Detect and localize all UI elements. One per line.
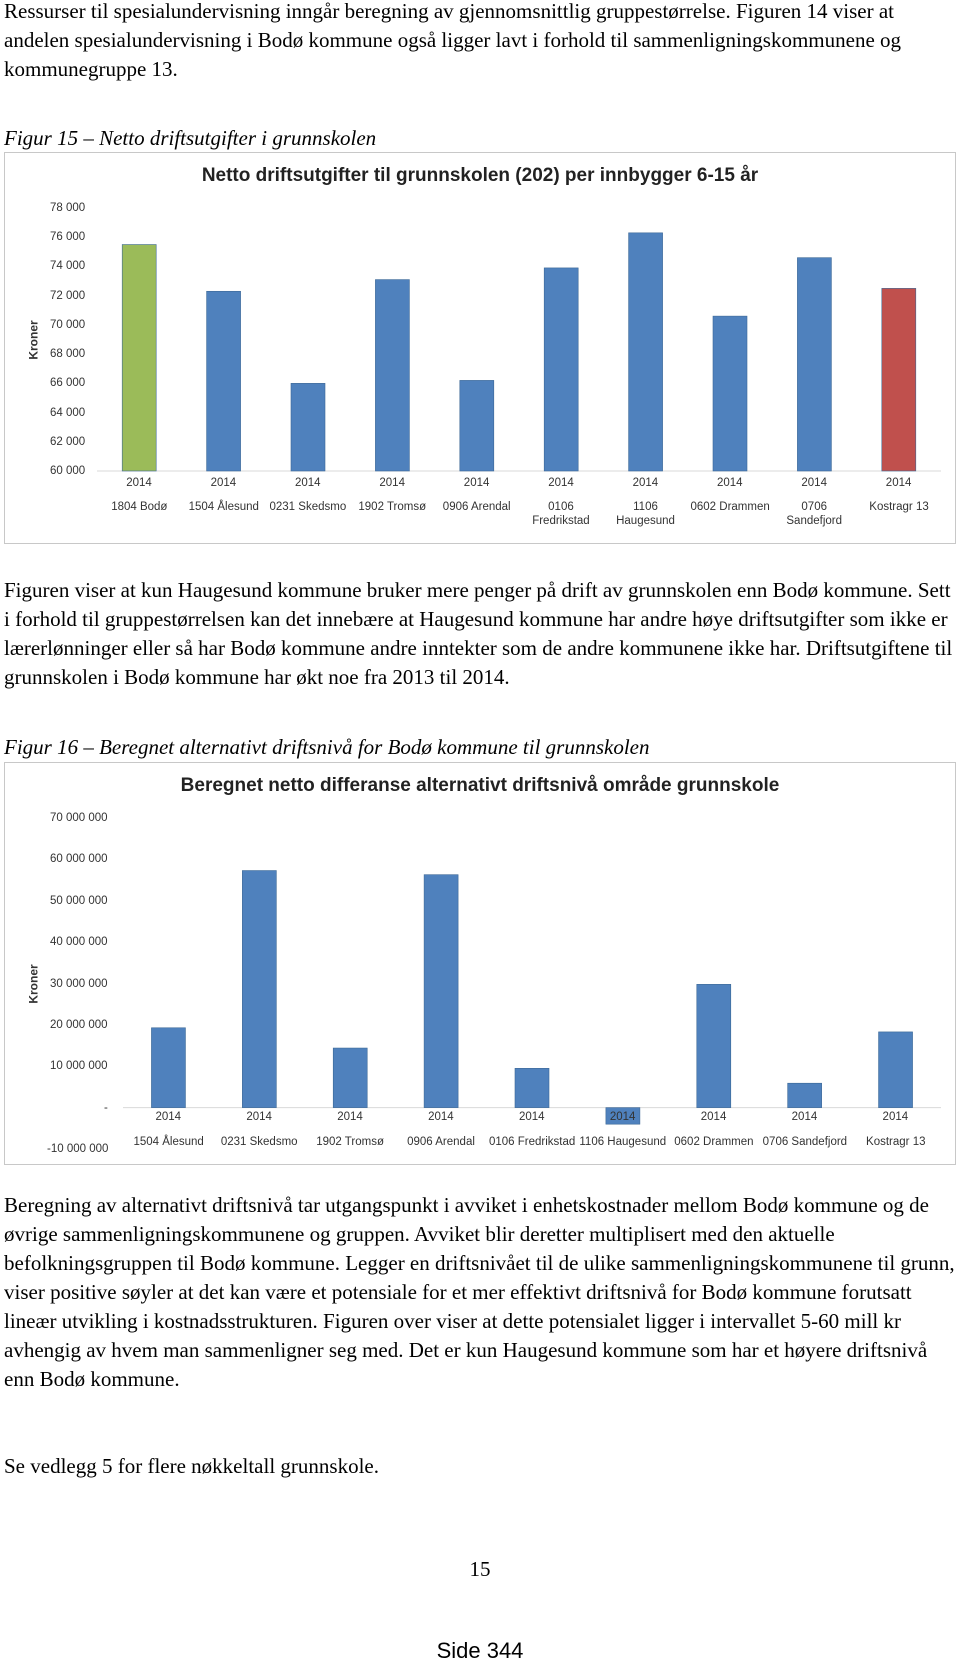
x-tick-label: 1106 Haugesund [616,501,675,527]
y-tick-label: 74 000 [50,260,86,273]
y-tick-label: 66 000 [50,377,86,390]
paragraph: Se vedlegg 5 for flere nøkkeltall grunns… [4,1454,379,1478]
x-tick-label: 2014 [379,477,405,489]
y-tick-label: 70 000 [50,318,86,331]
x-tick-label: 1106 Haugesund [579,1136,667,1148]
x-tick-label: 0602 Drammen [674,1136,754,1148]
bar [423,874,459,1108]
y-tick-label: 60 000 [50,465,86,477]
y-tick-label: 72 000 [50,289,86,302]
paragraph: Ressurser til spesialundervisning inngår… [4,0,902,81]
footer: Side 344 [436,1638,524,1663]
figure-caption: Figur 16 – Beregnet alternativt driftsni… [4,735,650,759]
x-tick-label: 2014 [632,477,659,489]
chart-title: Beregnet netto differanse alternativt dr… [180,775,780,796]
y-axis-label: Kroner [26,963,41,1004]
bar [242,870,277,1108]
x-tick-label: 2014 [700,1111,727,1123]
x-tick-label: 1902 Tromsø [358,501,427,513]
y-tick-label: 60 000 000 [50,853,108,866]
bar [375,279,410,472]
y-tick-label: 68 000 [50,348,86,361]
x-tick-label: 2014 [155,1111,182,1123]
x-tick-label: 0602 Drammen [690,501,770,513]
bar [881,288,917,472]
y-tick-label: -10 000 000 [47,1143,109,1155]
y-tick-label: 64 000 [50,406,86,419]
bar [290,383,326,472]
x-tick-label: 0106 Fredrikstad [489,1136,576,1148]
y-tick-label: 30 000 000 [50,977,108,990]
chart-title: Netto driftsutgifter til grunnskolen (20… [201,165,759,186]
plot [97,232,941,472]
paragraph: Figuren viser at kun Haugesund kommune b… [4,578,953,689]
y-tick-label: 62 000 [50,435,86,448]
bar [797,257,832,472]
x-tick-label: 2014 [882,1111,909,1123]
bar [878,1031,913,1108]
x-tick-label: 1504 Ålesund [188,501,259,513]
bar [121,244,157,472]
x-tick-label: 1804 Bodø [111,501,168,513]
x-tick-label: 2014 [463,477,490,489]
figure-caption: Figur 15 – Netto driftsutgifter i grunns… [4,126,377,150]
x-tick-label: 1504 Ålesund [133,1136,204,1148]
bar [151,1027,186,1108]
x-tick-label: 2014 [791,1111,818,1123]
y-tick-label: 70 000 000 [50,812,108,824]
y-tick-label: 78 000 [50,202,86,214]
x-tick-label: Kostragr 13 [869,501,929,513]
x-tick-label: 0706 Sandefjord [762,1136,848,1148]
x-tick-label: 2014 [126,477,152,489]
x-tick-label: 0706 Sandefjord [786,501,843,527]
x-tick-label: 2014 [548,477,574,489]
y-tick-label: 76 000 [50,231,86,244]
y-axis-label: Kroner [26,319,41,360]
bar [206,290,241,472]
x-tick-label: 0906 Arendal [407,1136,475,1148]
chart: Netto driftsutgifter til grunnskolen (20… [4,152,956,544]
x-tick-label: 2014 [246,1111,272,1123]
x-tick-label: 2014 [609,1111,636,1123]
x-tick-label: 1902 Tromsø [316,1136,384,1148]
x-tick-label: 2014 [885,477,912,489]
x-tick-label: 0231 Skedsmo [269,501,347,513]
y-tick-label: 40 000 000 [50,936,108,949]
x-tick-label: 2014 [210,477,237,489]
bar [712,315,748,472]
x-tick-label: 0106 Fredrikstad [532,501,590,527]
y-tick-label: 10 000 000 [50,1060,108,1073]
bar [332,1047,368,1108]
x-tick-label: 2014 [801,477,827,489]
plot [123,870,941,1125]
chart: Beregnet netto differanse alternativt dr… [4,762,956,1165]
bar [628,232,663,472]
y-tick-label: 20 000 000 [50,1018,108,1031]
bar [787,1082,822,1108]
y-tick-label: - [104,1101,108,1114]
x-tick-label: 0231 Skedsmo [220,1136,298,1148]
page-number: 15 [469,1557,491,1581]
x-tick-label: 2014 [519,1111,545,1123]
y-tick-label: 50 000 000 [50,894,108,907]
x-tick-label: Kostragr 13 [866,1136,926,1148]
x-tick-label: 2014 [428,1111,454,1123]
x-tick-label: 0906 Arendal [442,501,511,513]
bar [605,1107,641,1125]
bar [514,1068,550,1108]
bar [696,984,732,1108]
x-tick-label: 2014 [717,477,743,489]
bar [459,380,495,472]
bar [543,267,579,472]
x-tick-label: 2014 [295,477,321,489]
x-tick-label: 2014 [337,1111,363,1123]
paragraph: Beregning av alternativt driftsnivå tar … [4,1193,955,1391]
